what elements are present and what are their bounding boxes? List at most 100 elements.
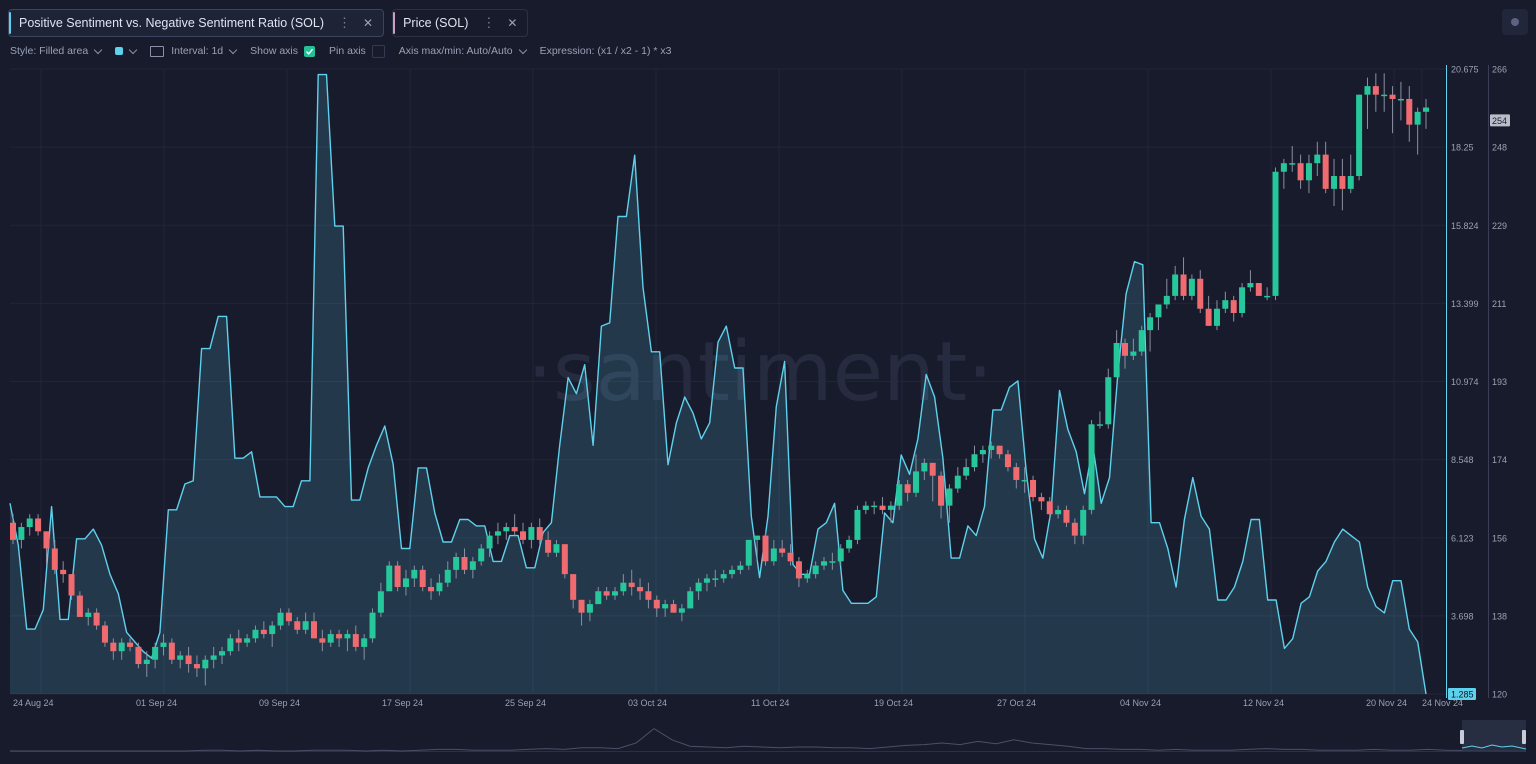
checkbox-checked-icon[interactable] [304, 45, 316, 57]
candle [277, 608, 284, 630]
candle-body [1004, 454, 1011, 468]
candle [829, 552, 836, 570]
candle [929, 462, 936, 502]
candle-body [1264, 295, 1271, 298]
grid [10, 68, 1446, 695]
candle-body [1163, 295, 1170, 305]
candle [611, 586, 618, 600]
tab-price[interactable]: Price (SOL) ⋮ ✕ [392, 9, 529, 37]
more-options-icon[interactable]: ⋮ [338, 15, 351, 30]
candle [1331, 158, 1338, 206]
candle [762, 531, 769, 566]
style-dropdown[interactable]: Style: Filled area [10, 45, 103, 57]
candle [327, 629, 334, 647]
show-axis-toggle[interactable]: Show axis [250, 45, 316, 57]
candle [1096, 411, 1103, 429]
candle-body [1155, 304, 1162, 318]
color-swatch [115, 47, 124, 55]
candle [662, 599, 669, 617]
settings-button[interactable] [1502, 9, 1528, 35]
candle [896, 479, 903, 510]
candle-body [1239, 287, 1246, 314]
candle [745, 539, 752, 570]
candle-body [1347, 176, 1354, 189]
candle-body [804, 574, 811, 579]
candle-body [478, 548, 485, 562]
current-value-label: 1.285 [1451, 690, 1474, 700]
show-axis-label: Show axis [250, 45, 299, 57]
candle [1188, 274, 1195, 301]
axis-maxmin-dropdown[interactable]: Axis max/min: Auto/Auto [398, 45, 527, 57]
navigator-right-handle[interactable] [1522, 730, 1526, 744]
checkbox-unchecked-icon[interactable] [371, 44, 385, 58]
candle [1347, 154, 1354, 194]
x-axis-tick: 11 Oct 24 [751, 698, 789, 708]
candle [645, 582, 652, 609]
interval-dropdown[interactable]: Interval: 1d [150, 45, 238, 57]
candle [779, 539, 786, 558]
candle-body [1013, 467, 1020, 480]
price-axis-tick: 174 [1492, 455, 1507, 465]
candle [628, 569, 635, 596]
candle-body [1230, 300, 1237, 314]
candle [436, 574, 443, 596]
candle-body [637, 586, 644, 592]
close-icon[interactable]: ✕ [363, 16, 374, 30]
candle [1222, 291, 1229, 314]
color-picker[interactable] [115, 45, 138, 55]
x-axis-tick: 12 Nov 24 [1243, 698, 1284, 708]
candle-body [135, 646, 142, 665]
candle [862, 501, 869, 515]
candle [1372, 73, 1379, 112]
candle-body [411, 569, 418, 579]
candle [377, 582, 384, 617]
expression-field[interactable]: Expression: (x1 / x2 - 1) * x3 [540, 45, 672, 57]
candle [1264, 287, 1271, 301]
candle-body [1272, 171, 1279, 296]
candle-body [436, 582, 443, 592]
candle [787, 544, 794, 566]
navigator-left-handle[interactable] [1460, 730, 1464, 744]
tab-sentiment-ratio[interactable]: Positive Sentiment vs. Negative Sentimen… [8, 9, 385, 37]
candle-body [946, 488, 953, 506]
axis-maxmin-label: Axis max/min: Auto/Auto [398, 45, 513, 57]
candle [135, 642, 142, 669]
expression-label: Expression: (x1 / x2 - 1) * x3 [539, 45, 672, 57]
candle [1071, 518, 1078, 545]
candle [352, 625, 359, 652]
candle-body [277, 612, 284, 626]
candle-body [896, 484, 903, 506]
candle [1397, 81, 1404, 121]
candle [110, 638, 117, 660]
candle [954, 467, 961, 493]
candle-body [854, 509, 861, 540]
candle [603, 586, 610, 600]
candle-body [93, 612, 100, 626]
candle-body [1305, 163, 1312, 181]
current-value-badge [1448, 688, 1476, 700]
candle-body [1046, 501, 1053, 515]
candle-body [1297, 163, 1304, 181]
candle [386, 561, 393, 592]
candle [545, 531, 552, 558]
candle-body [1331, 176, 1338, 189]
candle-body [160, 642, 167, 647]
candle-body [611, 591, 618, 596]
candle-body [620, 582, 627, 592]
candle-body [1289, 163, 1296, 165]
candle-body [720, 574, 727, 579]
candle [1289, 146, 1296, 172]
candle [453, 552, 460, 579]
candle [118, 638, 125, 660]
pin-axis-toggle[interactable]: Pin axis [329, 44, 385, 58]
x-axis-tick: 04 Nov 24 [1120, 698, 1161, 708]
candle-body [1088, 424, 1095, 510]
candle-body [60, 569, 67, 575]
candle-body [988, 445, 995, 450]
more-options-icon[interactable]: ⋮ [482, 15, 496, 30]
navigator[interactable] [10, 720, 1527, 752]
candle-body [1322, 154, 1329, 189]
sentiment-axis-tick: 6.123 [1451, 533, 1474, 543]
close-icon[interactable]: ✕ [507, 16, 518, 30]
